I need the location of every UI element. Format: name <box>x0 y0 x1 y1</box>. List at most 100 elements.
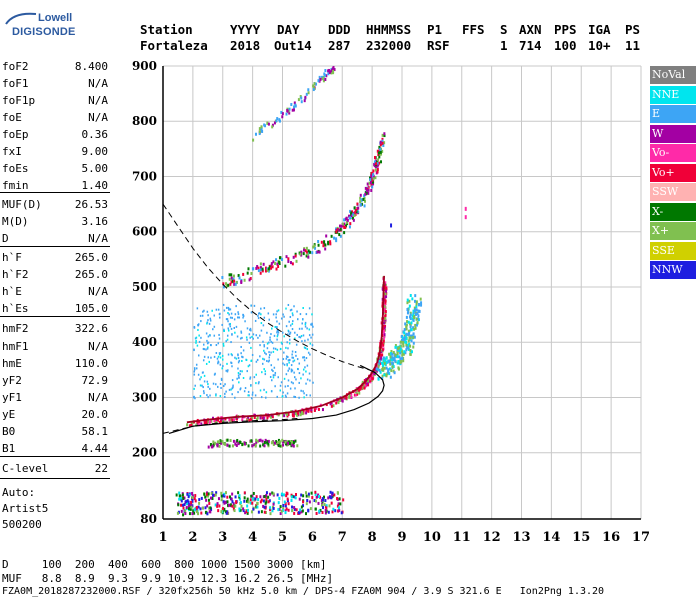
echo-point-f2-x <box>375 367 378 371</box>
echo-point-f2-x <box>403 331 406 335</box>
echo-point-es <box>299 510 302 514</box>
echo-point-diffuse <box>230 312 233 315</box>
echo-point-es2 <box>207 445 210 449</box>
echo-point-diffuse <box>306 327 308 330</box>
echo-point-diffuse <box>255 373 257 376</box>
echo-point-f2-x <box>392 369 395 373</box>
echo-point-f2-x <box>389 375 392 379</box>
echo-point-diffuse <box>247 390 250 393</box>
echo-point-diffuse <box>226 334 229 337</box>
echo-point-f2-multi <box>231 279 234 283</box>
echo-point-es <box>314 499 317 503</box>
echo-point-f2-o <box>307 409 310 413</box>
echo-point-diffuse <box>203 374 206 377</box>
echo-point-f2-multi <box>343 218 346 222</box>
echo-point-f2-multi <box>341 222 344 226</box>
echo-point-f2-o <box>383 298 386 302</box>
echo-point-f2-x <box>417 317 420 321</box>
echo-point-diffuse <box>227 320 229 323</box>
echo-point-es <box>269 492 272 496</box>
echo-point-f2-o <box>294 412 297 416</box>
footer-file-line: FZA0M_2018287232000.RSF / 320fx256h 50 k… <box>2 586 605 597</box>
echo-point-es <box>177 503 180 507</box>
legend-item: E <box>650 105 696 123</box>
echo-point-es <box>254 497 257 501</box>
echo-point-f2-x <box>399 357 402 361</box>
echo-point-f2-multi <box>309 250 312 254</box>
echo-point-f2-third <box>281 112 284 116</box>
echo-point-f2-multi <box>348 216 351 220</box>
echo-point-diffuse <box>306 364 309 367</box>
param-value: 26.53 <box>74 198 108 211</box>
param-value: 1.40 <box>81 179 109 192</box>
echo-point-diffuse <box>237 391 239 394</box>
echo-point-f2-o <box>197 423 200 427</box>
echo-point-es <box>207 498 210 502</box>
echo-point-diffuse <box>239 373 241 376</box>
echo-point-es <box>259 495 262 499</box>
echo-point-es <box>198 501 201 505</box>
echo-point-f2-o <box>262 416 265 420</box>
echo-point-f2-o <box>383 309 386 313</box>
echo-point-diffuse <box>271 379 273 382</box>
echo-point-es <box>234 504 237 508</box>
header-label-9: PPS <box>554 22 577 37</box>
echo-point-es <box>256 505 259 509</box>
echo-point-f2-third <box>327 69 330 73</box>
echo-point-f2-o <box>297 413 300 417</box>
echo-point-f2-o <box>363 386 366 390</box>
echo-point-diffuse <box>289 324 292 327</box>
echo-point-f2-x <box>412 335 415 339</box>
echo-point-es2 <box>209 443 212 447</box>
echo-point-es2 <box>277 444 280 448</box>
echo-point-diffuse <box>237 371 240 374</box>
echo-point-f2-x <box>413 309 416 313</box>
echo-point-es2 <box>250 439 253 443</box>
echo-point-diffuse <box>251 393 254 396</box>
echo-point-f2-x <box>385 366 388 370</box>
echo-point-diffuse <box>288 320 290 323</box>
echo-point-diffuse <box>244 320 246 323</box>
echo-point-es <box>262 499 265 503</box>
echo-point-f2-multi <box>343 222 346 226</box>
echo-point-es <box>299 508 302 512</box>
echo-point-diffuse <box>271 327 273 330</box>
echo-point-es <box>227 503 230 507</box>
echo-point-diffuse <box>268 341 270 344</box>
echo-point-es <box>251 494 254 498</box>
echo-point-diffuse <box>302 318 304 321</box>
echo-point-es <box>272 502 275 506</box>
echo-point-es <box>255 505 258 509</box>
echo-point-es <box>178 494 181 498</box>
echo-point-diffuse <box>196 344 199 347</box>
echo-point-es2 <box>211 445 214 449</box>
echo-point-diffuse <box>225 306 228 309</box>
echo-point-es <box>191 499 194 503</box>
echo-point-es <box>205 494 208 498</box>
echo-point-f2-x <box>398 346 401 350</box>
echo-point-diffuse <box>235 357 238 360</box>
echo-point-es <box>271 509 274 513</box>
auto-line1: Auto: <box>2 486 36 499</box>
echo-point-f2-o <box>383 304 386 308</box>
echo-point-es <box>283 500 286 504</box>
param-row: foEs 5.00 <box>2 162 108 177</box>
echo-point-f2-o <box>363 378 366 382</box>
echo-point-f2-multi <box>325 234 328 238</box>
echo-point-diffuse <box>194 397 196 400</box>
echo-point-diffuse <box>220 377 223 380</box>
echo-point-f2-o <box>315 406 318 410</box>
echo-point-diffuse <box>273 334 276 337</box>
echo-point-diffuse <box>240 345 242 348</box>
echo-point-f2-multi <box>345 224 348 228</box>
echo-point-es <box>240 504 243 508</box>
echo-point-diffuse <box>202 310 204 313</box>
echo-point-f2-x <box>415 308 418 312</box>
echo-point-f2-x <box>409 325 412 329</box>
echo-point-diffuse <box>259 334 261 337</box>
echo-point-diffuse <box>265 353 267 356</box>
param-row: h`E N/A <box>2 285 108 300</box>
echo-point-f2-x <box>412 318 415 322</box>
echo-point-f2-multi <box>372 169 375 173</box>
param-row: foF2 8.400 <box>2 60 108 75</box>
